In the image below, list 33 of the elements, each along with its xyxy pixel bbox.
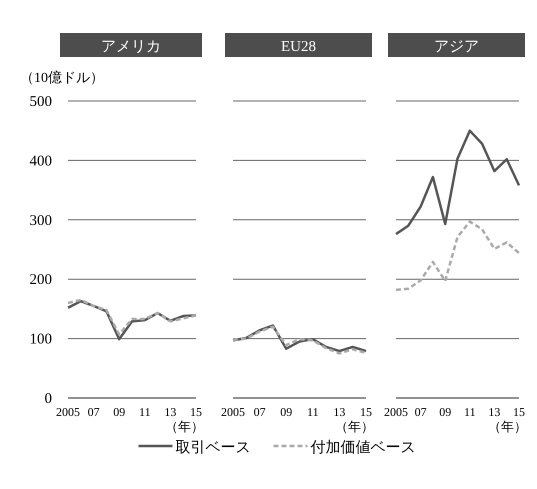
x-tick-label: 15 [360, 405, 372, 419]
y-tick-label: 0 [44, 391, 52, 407]
x-axis-title: （年） [488, 419, 527, 434]
x-tick-label: 11 [464, 405, 476, 419]
y-tick-label: 500 [30, 94, 52, 110]
x-axis-title: （年） [335, 419, 374, 434]
x-tick-label: 07 [254, 405, 266, 419]
y-tick-label: 100 [30, 332, 52, 348]
x-tick-label: 07 [88, 405, 100, 419]
y-tick-label: 400 [30, 153, 52, 170]
x-tick-label: 15 [190, 405, 202, 419]
x-tick-label: 09 [280, 405, 292, 419]
x-tick-label: 07 [414, 405, 427, 419]
y-axis-title: （10億ドル） [20, 70, 104, 86]
x-tick-label: 13 [333, 405, 346, 419]
x-tick-label: 13 [164, 405, 176, 419]
x-tick-label: 13 [488, 405, 500, 419]
x-tick-label: 09 [439, 405, 452, 419]
legend-label: 取引ベース [176, 440, 250, 456]
x-axis-title: （年） [165, 419, 204, 434]
legend-label: 付加価値ベース [310, 439, 416, 456]
y-tick-label: 200 [30, 272, 52, 288]
x-tick-label: 15 [513, 405, 525, 419]
y-tick-label: 300 [30, 212, 52, 229]
chart-title: EU28 [281, 39, 316, 55]
chart-title: アメリカ [101, 39, 161, 55]
x-tick-label: 2005 [384, 405, 408, 419]
chart-title: アジア [434, 39, 479, 55]
x-tick-label: 2005 [56, 405, 80, 419]
x-tick-label: 09 [113, 405, 126, 419]
x-tick-label: 11 [139, 405, 151, 419]
x-tick-label: 11 [307, 405, 319, 419]
x-tick-label: 2005 [221, 405, 245, 419]
